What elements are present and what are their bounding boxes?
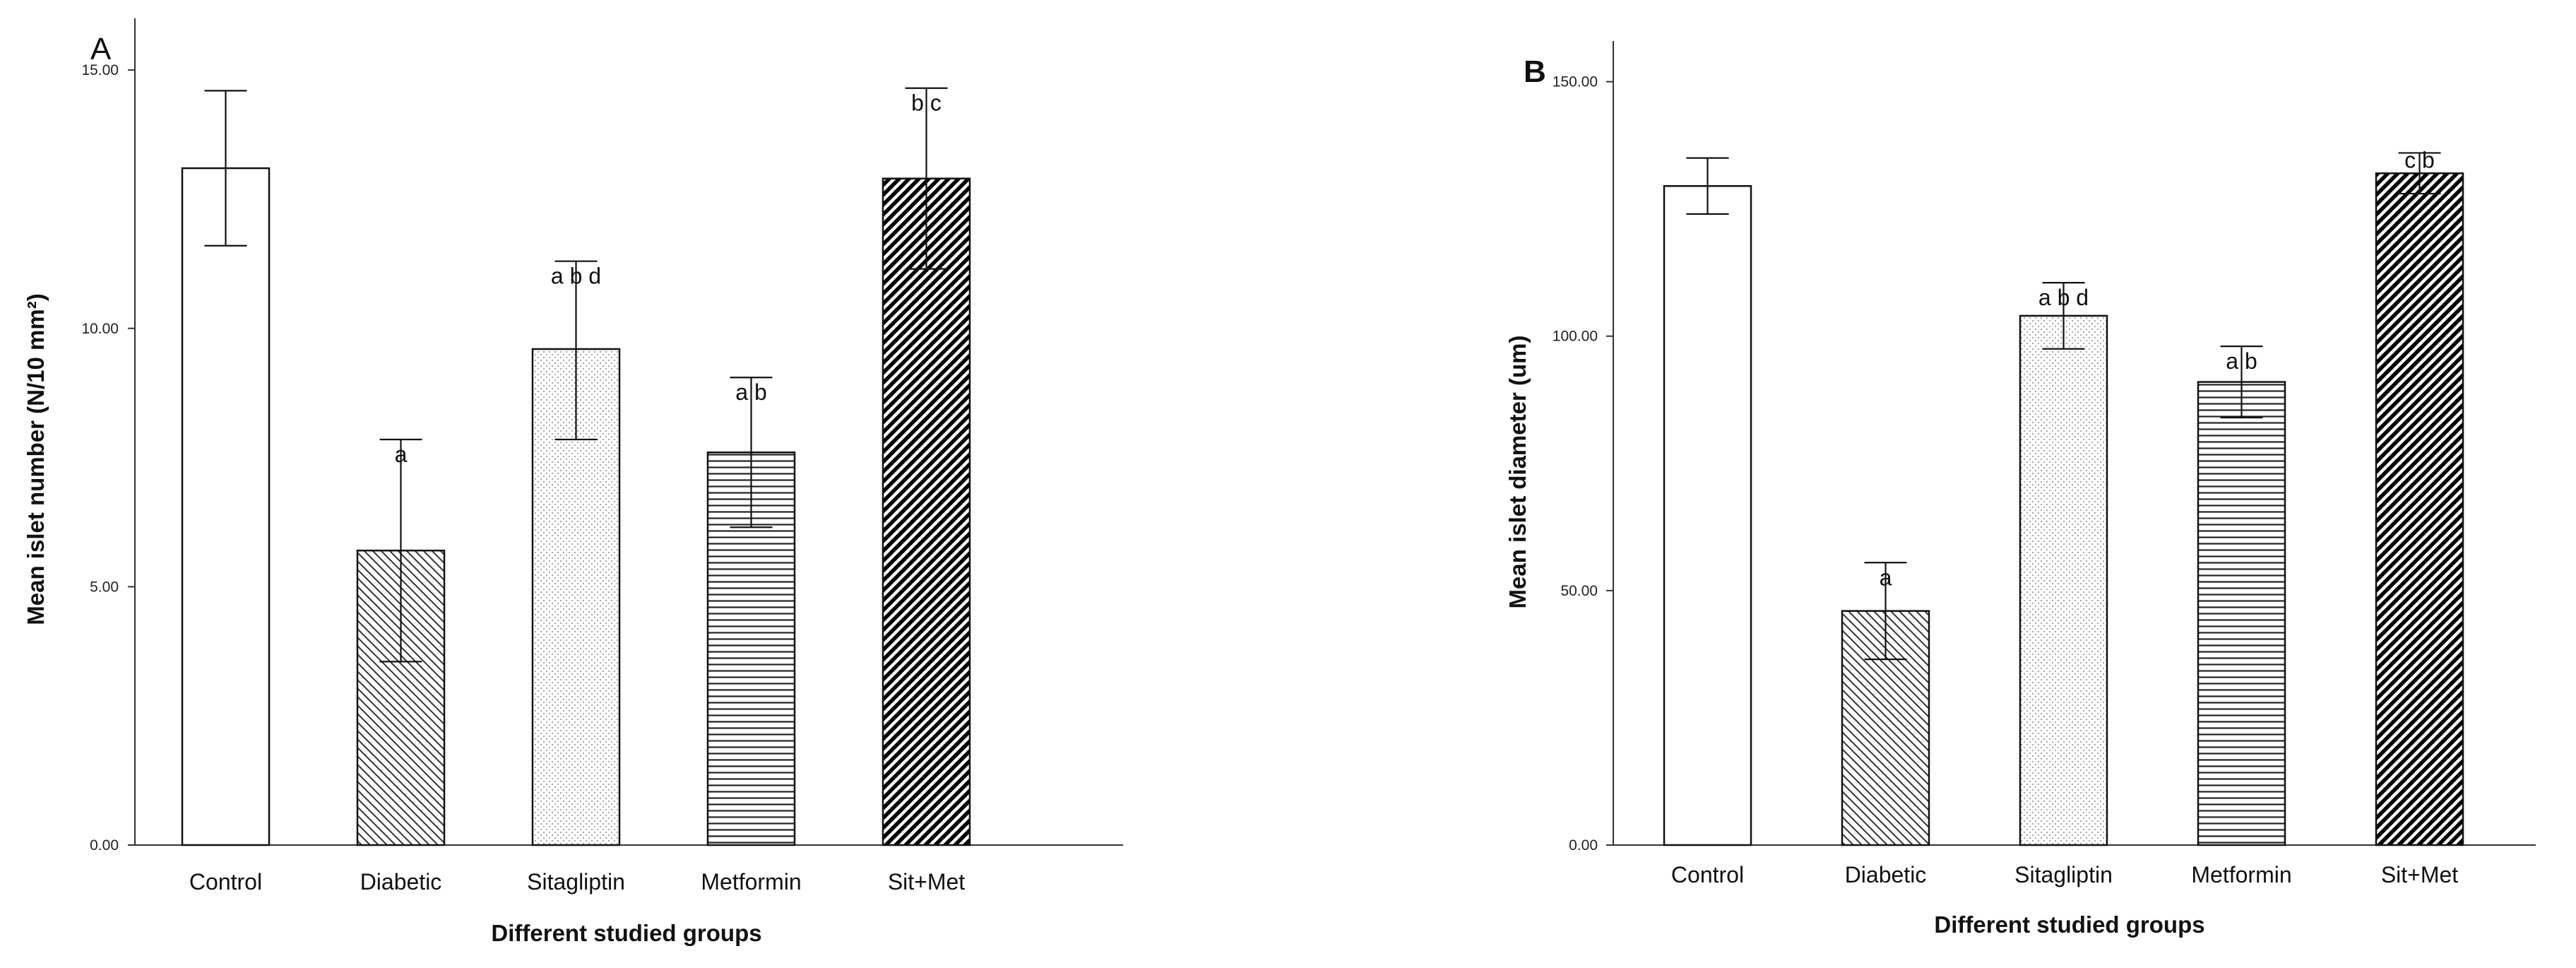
x-axis-label-a: Different studied groups — [491, 920, 761, 946]
error-bar-metformin-a — [730, 377, 773, 529]
y-axis-label-a: Mean islet number (N/10 mm²) — [23, 293, 49, 625]
significance-label-a: b c — [911, 90, 942, 116]
error-bar-diabetic-b — [1864, 562, 1907, 661]
x-tick-label-b: Sitagliptin — [2014, 862, 2113, 887]
y-tick-label-b: 100.00 — [1553, 329, 1598, 345]
chart-panel-b: B Mean islet diameter (um) Different stu… — [1504, 41, 2536, 938]
panel-label-b: B — [1524, 54, 1546, 89]
error-bar-metformin-b — [2220, 346, 2263, 419]
bar-sitagliptin-b — [2019, 314, 2108, 846]
bar-control-a — [181, 167, 271, 846]
chart-panel-a: A Mean islet number (N/10 mm²) Different… — [23, 18, 1123, 946]
error-bar-sit-met-a — [905, 87, 948, 270]
error-bar-diabetic-a — [379, 438, 422, 663]
bar-sit-met-a — [882, 177, 971, 846]
significance-label-a: a — [395, 442, 408, 467]
y-tick-label-b: 150.00 — [1553, 74, 1598, 90]
significance-label-b: a — [1880, 565, 1892, 590]
panel-label-a: A — [90, 32, 112, 66]
x-tick-label-a: Sitagliptin — [527, 869, 625, 895]
significance-label-a: a b d — [551, 264, 601, 289]
significance-label-b: c b — [2404, 147, 2435, 172]
x-tick-label-a: Metformin — [701, 869, 801, 895]
x-tick-label-b: Sit+Met — [2381, 862, 2458, 887]
significance-label-b: a b d — [2038, 285, 2089, 310]
x-tick-label-b: Control — [1671, 862, 1744, 887]
x-axis-label-b: Different studied groups — [1934, 911, 2204, 938]
x-tick-label-a: Control — [189, 869, 262, 895]
y-tick-label-b: 0.00 — [1569, 837, 1598, 854]
x-tick-label-a: Sit+Met — [888, 869, 965, 895]
y-tick-label-a: 5.00 — [90, 579, 119, 595]
y-axis-label-b: Mean islet diameter (um) — [1504, 336, 1531, 609]
y-tick-label-a: 10.00 — [81, 321, 119, 337]
y-tick-label-a: 15.00 — [81, 62, 119, 78]
y-tick-label-a: 0.00 — [90, 837, 119, 854]
bar-sit-met-b — [2375, 172, 2464, 846]
bar-control-b — [1663, 185, 1752, 846]
error-bar-sitagliptin-a — [554, 260, 598, 441]
significance-label-b: a b — [2226, 348, 2257, 374]
error-bar-sit-met-b — [2398, 152, 2441, 195]
significance-label-a: a b — [735, 379, 766, 405]
x-tick-label-b: Diabetic — [1845, 862, 1927, 887]
error-bar-control-a — [204, 90, 247, 247]
x-tick-label-a: Diabetic — [360, 869, 442, 895]
x-tick-label-b: Metformin — [2191, 862, 2291, 887]
error-bar-control-b — [1686, 157, 1729, 215]
bar-metformin-b — [2197, 381, 2286, 846]
error-bar-sitagliptin-b — [2042, 282, 2085, 350]
y-tick-label-b: 50.00 — [1560, 583, 1598, 599]
